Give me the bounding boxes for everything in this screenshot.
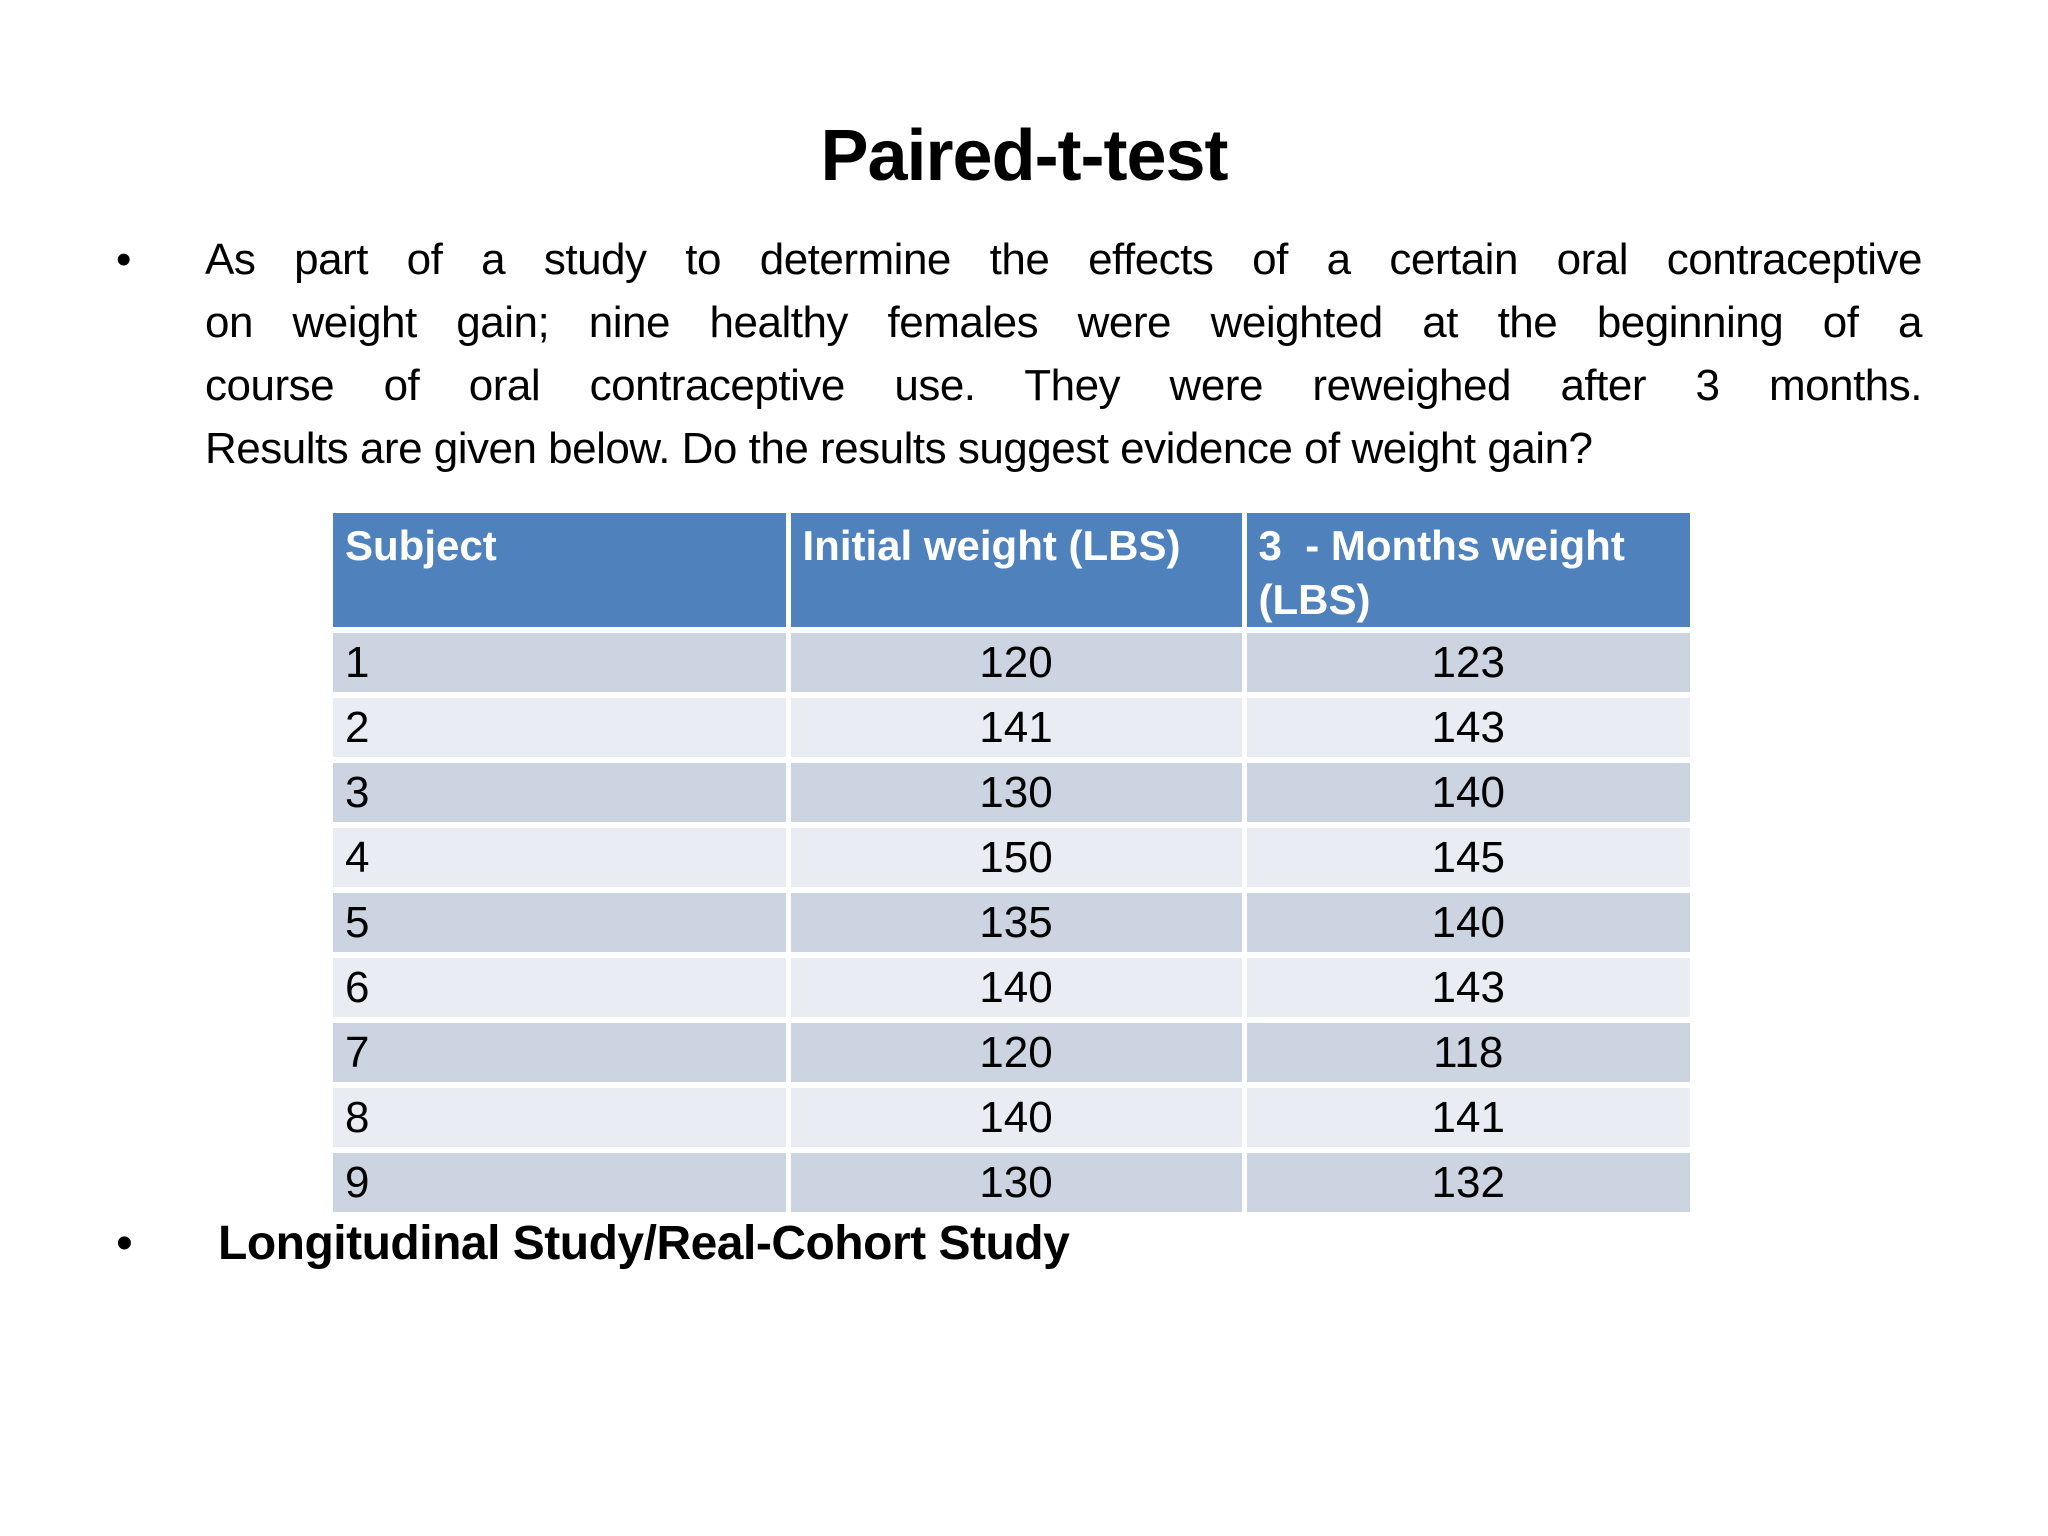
footer-bullet-text: Longitudinal Study/Real-Cohort Study bbox=[218, 1217, 1070, 1270]
weight-cell: 140 bbox=[1241, 887, 1690, 955]
weights-table: Subject Initial weight (LBS) 3 - Months … bbox=[333, 513, 1690, 1212]
intro-line-1: As part of a study to determine the effe… bbox=[205, 235, 1923, 284]
weight-cell: 150 bbox=[785, 822, 1244, 890]
weight-cell: 120 bbox=[785, 1017, 1244, 1085]
weight-cell: 143 bbox=[1241, 692, 1690, 760]
weight-cell: 120 bbox=[785, 627, 1244, 695]
intro-line-3: course of oral contraceptive use. They w… bbox=[205, 361, 1923, 410]
col-header-3-months-weight: 3 - Months weight (LBS) bbox=[1241, 513, 1690, 630]
table-row: 2 141 143 bbox=[333, 692, 1690, 760]
weight-cell: 141 bbox=[785, 692, 1244, 760]
bullet-marker: • bbox=[116, 1217, 133, 1270]
table-row: 8 140 141 bbox=[333, 1082, 1690, 1150]
table-row: 5 135 140 bbox=[333, 887, 1690, 955]
subject-cell: 5 bbox=[333, 887, 788, 955]
table-row: 7 120 118 bbox=[333, 1017, 1690, 1085]
table-row: 6 140 143 bbox=[333, 952, 1690, 1020]
col-header-subject: Subject bbox=[333, 513, 788, 630]
subject-cell: 3 bbox=[333, 757, 788, 825]
weight-cell: 140 bbox=[785, 952, 1244, 1020]
weights-table-header: Subject Initial weight (LBS) 3 - Months … bbox=[333, 513, 1690, 630]
table-row: 4 150 145 bbox=[333, 822, 1690, 890]
subject-cell: 6 bbox=[333, 952, 788, 1020]
weight-cell: 130 bbox=[785, 757, 1244, 825]
weight-cell: 135 bbox=[785, 887, 1244, 955]
table-row: 9 130 132 bbox=[333, 1147, 1690, 1212]
header-row: Subject Initial weight (LBS) 3 - Months … bbox=[333, 513, 1690, 630]
weight-cell: 132 bbox=[1241, 1147, 1690, 1212]
subject-cell: 2 bbox=[333, 692, 788, 760]
subject-cell: 1 bbox=[333, 627, 788, 695]
weights-table-body: 1 120 123 2 141 143 3 130 140 4 150 145 5 135 140 6 140 1… bbox=[333, 627, 1690, 1212]
weight-cell: 118 bbox=[1241, 1017, 1690, 1085]
weight-cell: 130 bbox=[785, 1147, 1244, 1212]
subject-cell: 4 bbox=[333, 822, 788, 890]
weight-cell: 143 bbox=[1241, 952, 1690, 1020]
intro-line-4: Results are given below. Do the results … bbox=[205, 424, 1593, 473]
weight-cell: 141 bbox=[1241, 1082, 1690, 1150]
intro-paragraph: As part of a study to determine the effe… bbox=[205, 228, 1923, 480]
weight-cell: 140 bbox=[1241, 757, 1690, 825]
table-row: 1 120 123 bbox=[333, 627, 1690, 695]
page-title: Paired-t-test bbox=[820, 116, 1228, 196]
subject-cell: 9 bbox=[333, 1147, 788, 1212]
col-header-initial-weight: Initial weight (LBS) bbox=[785, 513, 1244, 630]
weight-cell: 140 bbox=[785, 1082, 1244, 1150]
table-row: 3 130 140 bbox=[333, 757, 1690, 825]
bullet-marker: • bbox=[116, 235, 132, 284]
weight-cell: 123 bbox=[1241, 627, 1690, 695]
subject-cell: 8 bbox=[333, 1082, 788, 1150]
weight-cell: 145 bbox=[1241, 822, 1690, 890]
subject-cell: 7 bbox=[333, 1017, 788, 1085]
intro-line-2: on weight gain; nine healthy females wer… bbox=[205, 298, 1923, 347]
